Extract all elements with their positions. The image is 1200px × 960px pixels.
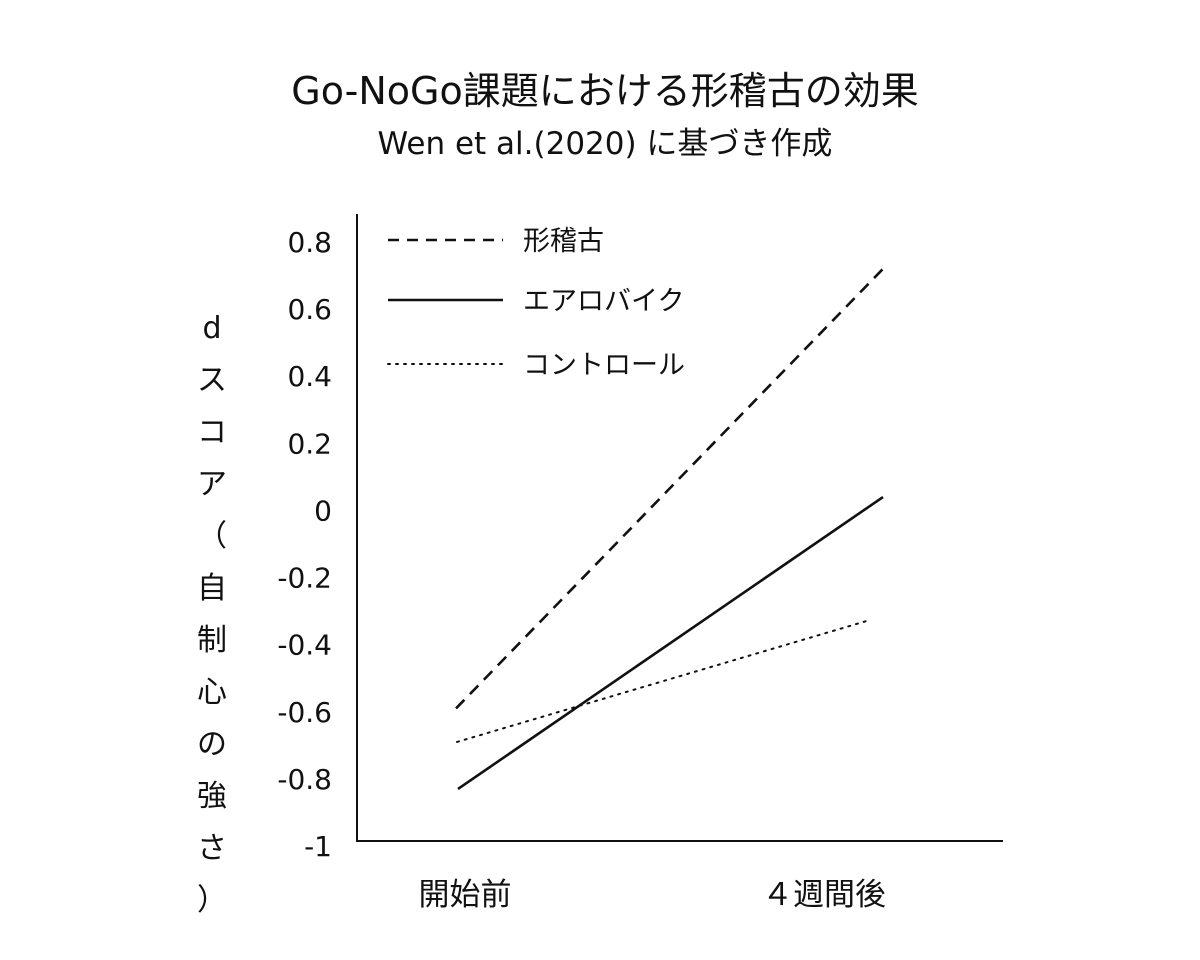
x-category-label: ４週間後: [762, 877, 886, 913]
series-line-dotted: [456, 620, 867, 743]
y-tick-label: 0: [314, 494, 332, 527]
chart-title: Go-NoGo課題における形稽古の効果: [291, 69, 919, 113]
y-tick-label: -0.2: [277, 562, 332, 595]
legend-label: エアロバイク: [523, 286, 684, 317]
y-axis-label: d スコア（自制心の強さ）: [197, 311, 227, 918]
y-tick-label: -0.4: [277, 629, 332, 662]
y-tick-label: 0.8: [287, 226, 332, 259]
x-category-labels: 開始前 ４週間後: [419, 877, 887, 913]
y-tick-label: 0.6: [287, 293, 332, 326]
series-line-dashed: [455, 267, 884, 710]
chart-subtitle: Wen et al.(2020) に基づき作成: [377, 126, 833, 162]
x-category-label: 開始前: [419, 877, 512, 913]
series-lines: [455, 267, 884, 791]
y-axis-label-text: d スコア（自制心の強さ）: [197, 311, 227, 918]
y-tick-label: 0.4: [287, 360, 332, 393]
series-line-solid: [457, 495, 884, 791]
y-tick-label: -1: [304, 830, 332, 863]
y-tick-labels: 0.8 0.6 0.4 0.2 0 -0.2 -0.4 -0.6 -0.8 -1: [277, 226, 332, 863]
y-tick-label: 0.2: [287, 427, 332, 460]
legend-label: コントロール: [523, 350, 685, 381]
chart-axes: [356, 214, 1003, 842]
y-tick-label: -0.8: [277, 763, 332, 796]
legend-label: 形稽古: [523, 226, 604, 257]
y-tick-label: -0.6: [277, 696, 332, 729]
